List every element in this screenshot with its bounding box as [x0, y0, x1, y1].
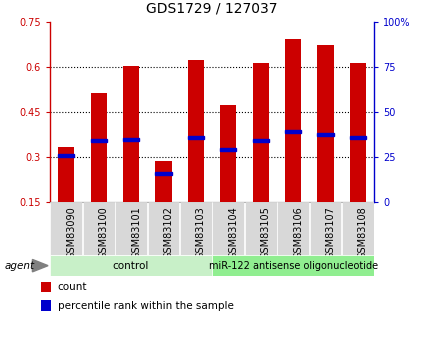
- Bar: [123, 138, 139, 140]
- FancyBboxPatch shape: [212, 203, 243, 255]
- Bar: [349, 63, 365, 202]
- Bar: [284, 39, 300, 202]
- Bar: [123, 66, 139, 202]
- Bar: [284, 130, 300, 133]
- Text: GSM83090: GSM83090: [66, 206, 76, 259]
- Bar: [155, 172, 171, 175]
- Bar: [90, 139, 106, 142]
- Polygon shape: [33, 259, 48, 272]
- FancyBboxPatch shape: [244, 203, 276, 255]
- Bar: [252, 139, 268, 142]
- Bar: [155, 161, 171, 202]
- Bar: [187, 136, 204, 139]
- Bar: [41, 282, 51, 292]
- Text: percentile rank within the sample: percentile rank within the sample: [57, 301, 233, 311]
- Text: miR-122 antisense oligonucleotide: miR-122 antisense oligonucleotide: [208, 261, 377, 270]
- Bar: [317, 45, 333, 202]
- Bar: [252, 63, 268, 202]
- Bar: [349, 136, 365, 139]
- Bar: [317, 133, 333, 136]
- Text: GSM83107: GSM83107: [325, 206, 335, 259]
- Bar: [90, 93, 106, 202]
- Text: count: count: [57, 282, 87, 292]
- FancyBboxPatch shape: [180, 203, 211, 255]
- FancyBboxPatch shape: [50, 203, 82, 255]
- FancyBboxPatch shape: [341, 203, 373, 255]
- Bar: [220, 148, 236, 151]
- Text: control: control: [112, 261, 149, 270]
- Bar: [50, 255, 212, 276]
- Text: GSM83101: GSM83101: [131, 206, 141, 259]
- Text: GDS1729 / 127037: GDS1729 / 127037: [146, 1, 277, 16]
- Text: GSM83103: GSM83103: [195, 206, 205, 259]
- Bar: [41, 300, 51, 311]
- Text: GSM83106: GSM83106: [293, 206, 302, 259]
- Bar: [220, 105, 236, 202]
- FancyBboxPatch shape: [82, 203, 114, 255]
- Text: GSM83100: GSM83100: [99, 206, 108, 259]
- Text: GSM83102: GSM83102: [163, 206, 173, 259]
- Text: GSM83105: GSM83105: [260, 206, 270, 259]
- Text: GSM83108: GSM83108: [357, 206, 367, 259]
- FancyBboxPatch shape: [309, 203, 341, 255]
- Bar: [212, 255, 373, 276]
- FancyBboxPatch shape: [276, 203, 308, 255]
- FancyBboxPatch shape: [147, 203, 179, 255]
- Text: GSM83104: GSM83104: [228, 206, 238, 259]
- Bar: [187, 60, 204, 202]
- Bar: [58, 147, 74, 202]
- Bar: [58, 154, 74, 157]
- FancyBboxPatch shape: [115, 203, 147, 255]
- Text: agent: agent: [4, 261, 34, 270]
